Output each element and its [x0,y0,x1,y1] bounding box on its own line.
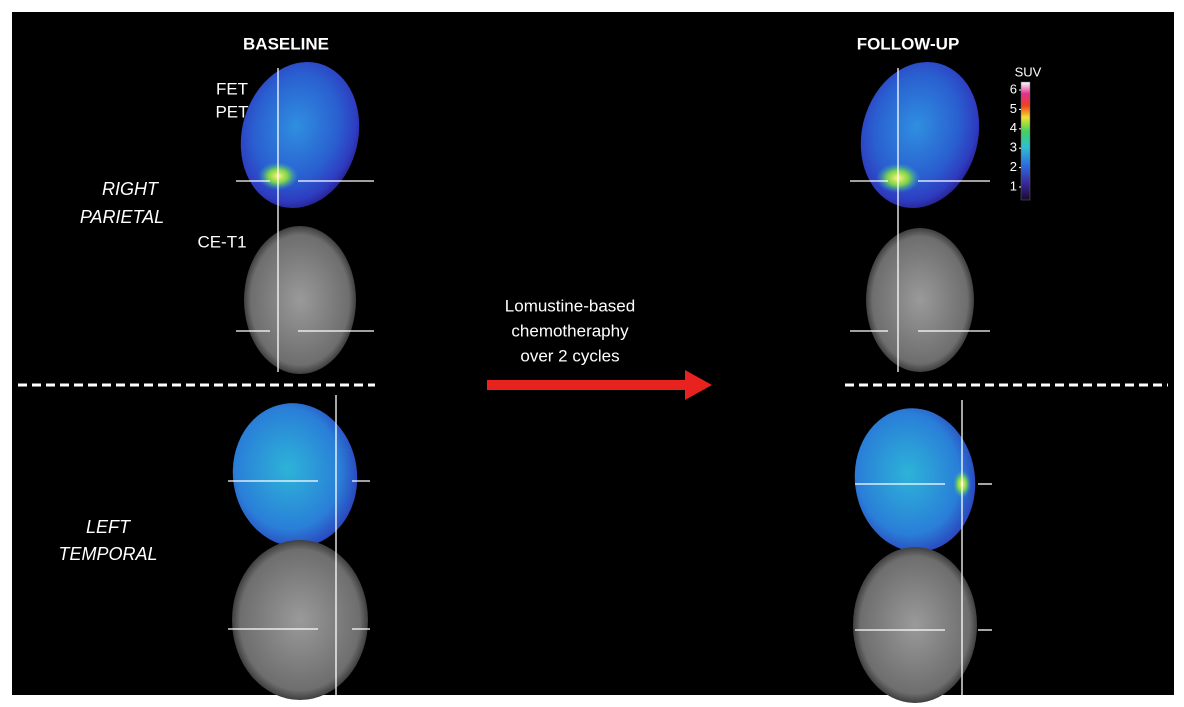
label-ce-t1: CE-T1 [197,232,246,251]
colorbar-tick-label: 3 [1010,140,1017,155]
treatment-text: chemotheraphy [511,321,629,340]
row-label: PARIETAL [80,207,164,227]
row-label: TEMPORAL [58,544,157,564]
header-follow-up: FOLLOW-UP [857,34,960,53]
colorbar-tick-label: 6 [1010,81,1017,96]
header-baseline: BASELINE [243,34,329,53]
treatment-text: Lomustine-based [505,296,635,315]
colorbar-tick-label: 1 [1010,178,1017,193]
colorbar-tick-label: 5 [1010,101,1017,116]
treatment-text: over 2 cycles [520,346,619,365]
colorbar-title: SUV [1015,64,1042,79]
label-pet: PET [215,102,248,121]
arrow [487,370,712,400]
crosshairs [228,68,992,705]
label-fet: FET [216,79,248,98]
row-label: LEFT [86,517,132,537]
row-label: RIGHT [102,179,160,199]
colorbar-tick-label: 2 [1010,159,1017,174]
background [12,12,1174,695]
colorbar-tick-label: 4 [1010,120,1017,135]
colorbar [1020,81,1031,201]
